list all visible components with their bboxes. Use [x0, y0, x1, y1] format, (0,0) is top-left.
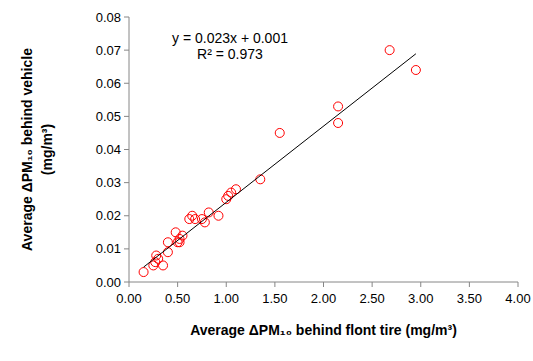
x-tick	[372, 282, 373, 287]
x-tick-label: 3.00	[408, 291, 433, 306]
y-tick-label: 0.08	[96, 10, 121, 25]
x-tick-label: 0.50	[165, 291, 190, 306]
x-tick	[420, 282, 421, 287]
x-tick-label: 2.50	[359, 291, 384, 306]
x-tick	[323, 282, 324, 287]
y-tick-label: 0.05	[96, 109, 121, 124]
x-tick-label: 4.00	[505, 291, 530, 306]
background	[0, 0, 533, 361]
x-tick-label: 2.00	[311, 291, 336, 306]
chart: 0.00 0.01 0.02 0.03 0.04 0.05 0.06 0.07 0.08 0.00…	[0, 0, 533, 361]
y-tick	[124, 116, 129, 117]
trend-line	[144, 54, 416, 267]
y-tick-label: 0.06	[96, 76, 121, 91]
y-tick	[124, 182, 129, 183]
annotation: R² = 0.973	[197, 46, 263, 62]
y-tick-label: 0.07	[96, 43, 121, 58]
annotation: y = 0.023x + 0.001	[172, 30, 288, 46]
point	[152, 251, 161, 260]
y-tick-label: 0.04	[96, 142, 121, 157]
marks	[139, 46, 420, 277]
x-tick	[129, 282, 130, 287]
y-tick	[124, 50, 129, 51]
x-tick	[274, 282, 275, 287]
x-tick	[177, 282, 178, 287]
y-axis-label: (mg/m³)	[39, 124, 55, 175]
x-tick-label: 1.00	[214, 291, 239, 306]
y-tick	[124, 215, 129, 216]
y-tick	[124, 282, 129, 283]
x-tick	[518, 282, 519, 287]
y-tick-label: 0.03	[96, 175, 121, 190]
point	[163, 248, 172, 257]
point	[334, 102, 343, 111]
point	[173, 238, 182, 247]
x-tick-label: 1.50	[262, 291, 287, 306]
y-tick	[124, 83, 129, 84]
point	[214, 211, 223, 220]
y-tick	[124, 149, 129, 150]
y-tick	[124, 17, 129, 18]
x-tick	[469, 282, 470, 287]
y-axis-label: Average ΔPM₁₀ behind vehicle	[19, 48, 35, 251]
point	[159, 261, 168, 270]
y-tick-label: 0.01	[96, 241, 121, 256]
x-tick-label: 3.50	[457, 291, 482, 306]
point	[275, 128, 284, 137]
y-tick	[124, 248, 129, 249]
point	[411, 66, 420, 75]
y-tick-label: 0.02	[96, 208, 121, 223]
point	[139, 268, 148, 277]
x-axis-label: Average ΔPM₁₀ behind flont tire (mg/m³)	[190, 322, 457, 338]
x-tick	[226, 282, 227, 287]
point	[385, 46, 394, 55]
x-tick-label: 0.00	[116, 291, 141, 306]
y-tick-label: 0.00	[96, 275, 121, 290]
point	[334, 119, 343, 128]
